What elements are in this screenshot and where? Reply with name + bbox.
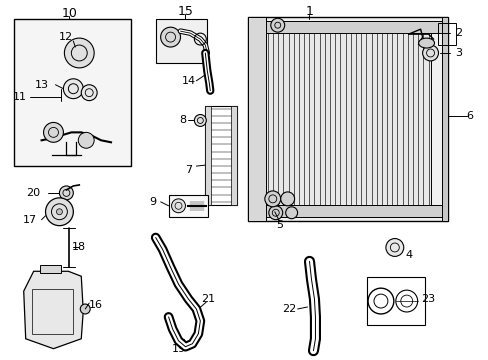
Bar [231, 105, 237, 205]
Circle shape [45, 198, 73, 226]
Circle shape [422, 39, 429, 47]
Circle shape [285, 207, 297, 219]
Bar [247, 17, 447, 221]
Bar [438, 23, 455, 45]
Text: 22: 22 [282, 304, 296, 314]
Circle shape [63, 79, 83, 99]
Circle shape [280, 192, 294, 206]
Text: 1: 1 [305, 5, 313, 18]
Polygon shape [24, 271, 83, 349]
Text: 15: 15 [177, 5, 193, 18]
Bar [14, 19, 131, 166]
Circle shape [385, 239, 403, 256]
Text: 18: 18 [72, 243, 86, 252]
Bar [168, 195, 208, 217]
Circle shape [60, 186, 73, 200]
Bar [40, 265, 61, 273]
Text: 7: 7 [184, 165, 192, 175]
Circle shape [80, 304, 90, 314]
Text: 12: 12 [58, 32, 72, 42]
Text: 4: 4 [405, 251, 411, 260]
Text: 23: 23 [421, 294, 435, 304]
Text: 5: 5 [276, 220, 283, 230]
Bar [155, 19, 207, 63]
Text: 21: 21 [201, 294, 215, 304]
Text: 17: 17 [22, 215, 37, 225]
Bar [32, 289, 73, 334]
Text: 10: 10 [61, 7, 77, 20]
Text: 8: 8 [179, 116, 185, 126]
Circle shape [268, 206, 282, 220]
Circle shape [422, 45, 438, 61]
Bar [366, 277, 424, 325]
Ellipse shape [418, 38, 434, 48]
Circle shape [171, 199, 185, 213]
Bar [247, 17, 265, 221]
Text: 11: 11 [13, 92, 27, 102]
Text: 6: 6 [466, 111, 473, 121]
Bar [442, 17, 447, 221]
Circle shape [43, 122, 63, 142]
Bar [205, 105, 237, 205]
Circle shape [194, 114, 206, 126]
Circle shape [78, 132, 94, 148]
Circle shape [270, 18, 284, 32]
Circle shape [264, 191, 280, 207]
Bar [251, 21, 444, 33]
Circle shape [81, 85, 97, 100]
Bar [265, 31, 429, 207]
Text: 13: 13 [35, 80, 48, 90]
Circle shape [64, 38, 94, 68]
Text: 14: 14 [181, 76, 195, 86]
Text: 16: 16 [89, 300, 103, 310]
Text: 19: 19 [171, 344, 185, 354]
Circle shape [56, 209, 62, 215]
Circle shape [161, 27, 180, 47]
Bar [205, 105, 211, 205]
Bar [251, 205, 444, 217]
Text: 3: 3 [454, 48, 461, 58]
Text: 9: 9 [149, 197, 156, 207]
Text: 20: 20 [26, 188, 41, 198]
Text: 2: 2 [454, 28, 461, 38]
